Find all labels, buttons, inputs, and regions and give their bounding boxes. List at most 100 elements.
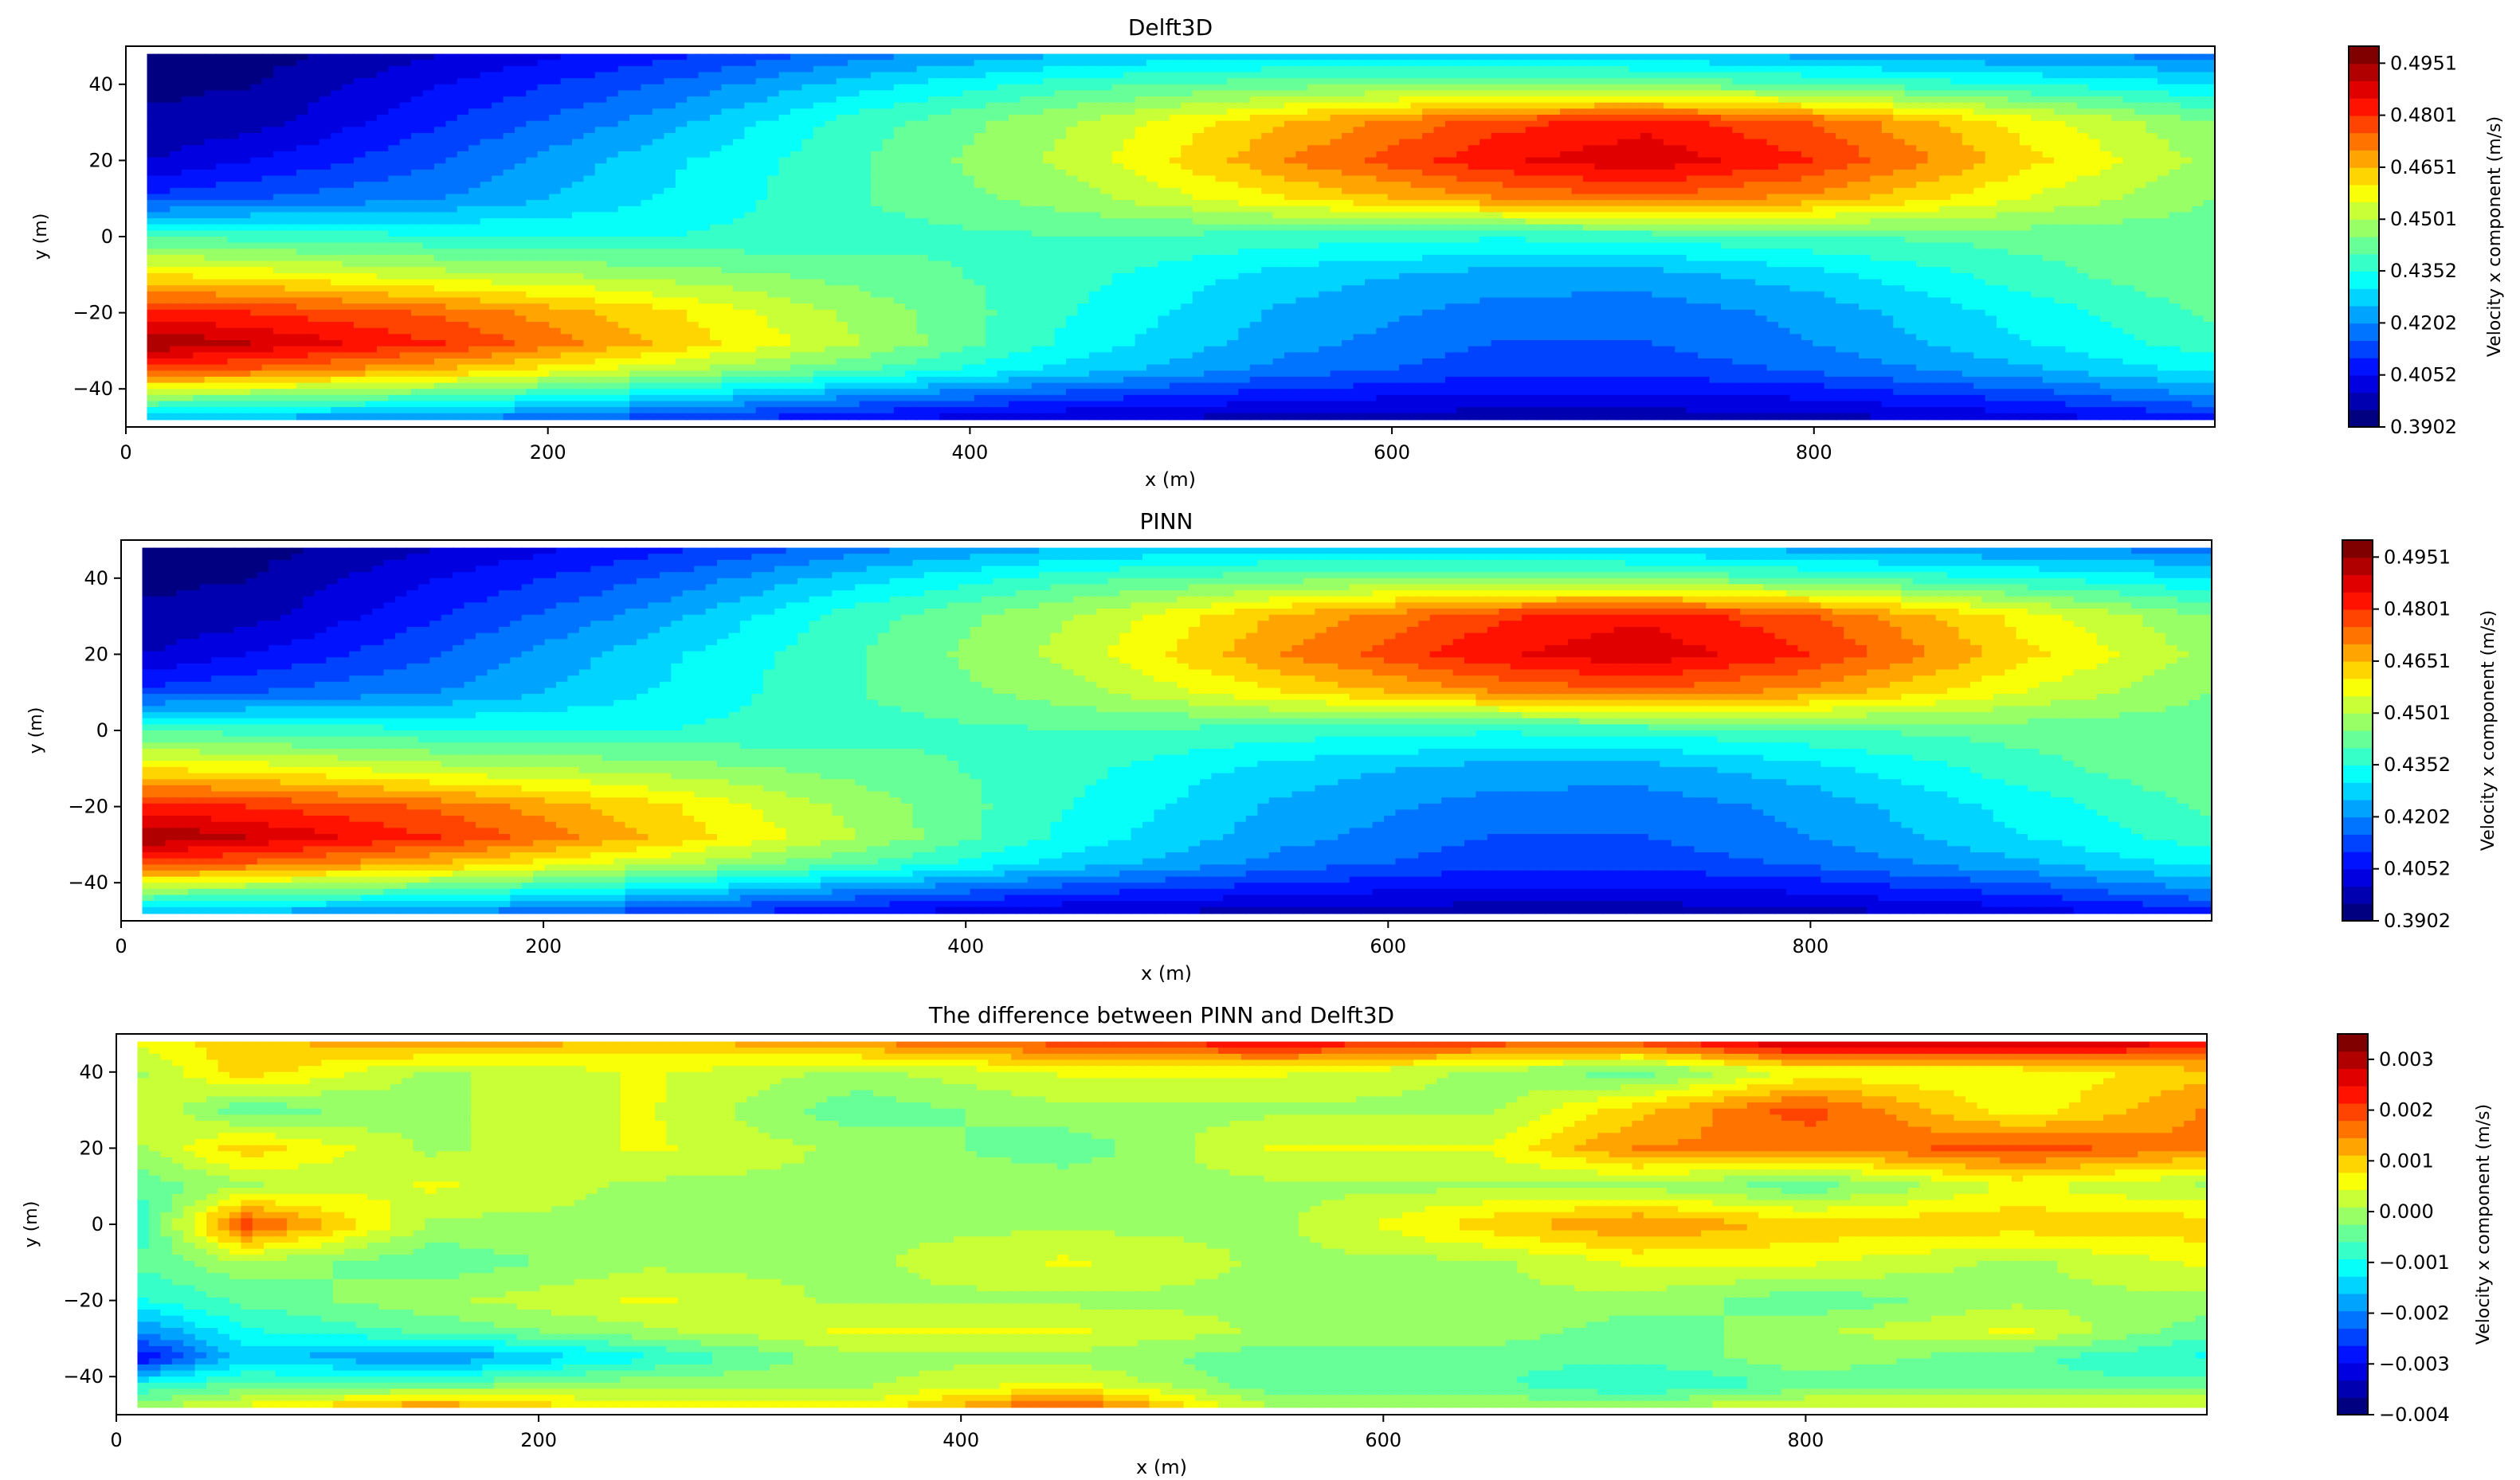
colorbar-level [2342, 886, 2373, 904]
colorbar-level [2342, 903, 2373, 922]
colorbar-level [2349, 340, 2379, 358]
colorbar: 0.4951 0.4801 0.4651 0.4501 0.4352 0.4202 0.40… [2342, 539, 2498, 932]
x-tick-label: 400 [943, 1429, 979, 1451]
colorbar-level [2342, 730, 2373, 749]
colorbar-level [2349, 237, 2379, 255]
colorbar-level [2338, 1362, 2368, 1381]
colorbar-level [2349, 409, 2379, 428]
colorbar-tick-label: 0.4501 [2390, 208, 2457, 230]
y-tick-label: 0 [101, 225, 113, 248]
colorbar-level [2342, 540, 2373, 558]
y-axis-label: y (m) [31, 213, 51, 260]
colorbar-level [2342, 609, 2373, 628]
colorbar-level [2338, 1172, 2368, 1191]
colorbar-level [2338, 1102, 2368, 1122]
x-tick-label: 200 [520, 1429, 557, 1451]
x-tick-label: 400 [951, 441, 988, 464]
colorbar-level [2342, 626, 2373, 644]
colorbar-tick-label: 0.4352 [2390, 260, 2457, 282]
colorbar-tick-label: 0.4801 [2384, 598, 2451, 621]
heatmap-field [126, 46, 2215, 427]
colorbar-level [2342, 799, 2373, 818]
colorbar-level [2349, 150, 2379, 168]
chart-title: Delft3D [1128, 14, 1213, 41]
y-tick-label: −20 [63, 1290, 104, 1312]
colorbar-level [2349, 288, 2379, 307]
colorbar-level [2349, 253, 2379, 272]
colorbar-level [2349, 184, 2379, 203]
colorbar-tick-label: 0.4052 [2384, 858, 2451, 880]
x-tick-label: 600 [1365, 1429, 1401, 1451]
colorbar-tick-label: 0.4951 [2384, 546, 2451, 568]
y-tick-label: −20 [68, 796, 108, 818]
colorbar-tick-label: 0.4501 [2384, 702, 2451, 724]
y-tick-label: 20 [79, 1137, 104, 1159]
colorbar-tick-label: 0.002 [2379, 1099, 2434, 1122]
colorbar-level [2338, 1397, 2368, 1415]
x-tick-label: 0 [110, 1429, 122, 1451]
y-tick-label: −40 [68, 871, 108, 894]
colorbar-tick-label: −0.002 [2379, 1302, 2450, 1325]
colorbar: 0.003 0.002 0.001 0.000 −0.001 −0.002 −0.003 −0… [2337, 1033, 2494, 1426]
colorbar-tick-label: 0.3902 [2390, 416, 2457, 438]
colorbar-level [2349, 219, 2379, 237]
x-tick-label: 0 [115, 935, 127, 957]
colorbar-level [2349, 46, 2379, 65]
colorbar-level [2342, 644, 2373, 662]
colorbar-tick-label: 0.4651 [2384, 650, 2451, 672]
colorbar-tick-label: 0.000 [2379, 1200, 2434, 1223]
colorbar-level [2342, 592, 2373, 610]
y-tick-label: −40 [63, 1365, 104, 1388]
colorbar-tick-label: 0.4202 [2390, 311, 2457, 334]
colorbar-level [2342, 747, 2373, 765]
colorbar-level [2349, 98, 2379, 116]
colorbar-level [2342, 765, 2373, 783]
colorbar-level [2342, 557, 2373, 575]
colorbar-tick-label: 0.4651 [2390, 156, 2457, 178]
y-tick-label: 0 [92, 1213, 104, 1235]
heatmap-field [121, 540, 2212, 921]
colorbar-level [2349, 374, 2379, 393]
colorbar-tick-label: 0.4951 [2390, 52, 2457, 74]
colorbar-level [2342, 782, 2373, 801]
chart-title: PINN [1139, 508, 1193, 534]
x-tick-label: 600 [1374, 441, 1410, 464]
y-tick-label: 0 [96, 719, 108, 742]
y-tick-label: 40 [84, 567, 108, 589]
x-tick-label: 0 [120, 441, 131, 464]
colorbar-level [2342, 816, 2373, 835]
y-tick-label: 40 [79, 1061, 104, 1083]
colorbar-level [2349, 115, 2379, 134]
y-tick-label: 20 [88, 149, 113, 171]
colorbar-tick-label: 0.3902 [2384, 910, 2451, 932]
colorbar-tick-label: −0.003 [2379, 1353, 2450, 1375]
colorbar-level [2349, 132, 2379, 151]
colorbar-level [2338, 1276, 2368, 1294]
x-tick-label: 200 [530, 441, 566, 464]
colorbar-level [2338, 1328, 2368, 1346]
colorbar: 0.4951 0.4801 0.4651 0.4501 0.4352 0.4202 0.40… [2348, 45, 2505, 438]
x-tick-label: 800 [1787, 1429, 1824, 1451]
y-tick-label: −40 [73, 378, 113, 400]
colorbar-level [2342, 661, 2373, 679]
colorbar-level [2342, 713, 2373, 731]
colorbar-level [2342, 834, 2373, 852]
colorbar-level [2342, 574, 2373, 593]
x-axis-label: x (m) [1136, 1456, 1187, 1478]
colorbar-level [2342, 852, 2373, 870]
y-tick-label: −20 [73, 302, 113, 324]
colorbar-level [2338, 1293, 2368, 1312]
colorbar-level [2349, 271, 2379, 289]
chart-title: The difference between PINN and Delft3D [928, 1002, 1394, 1028]
colorbar-level [2342, 868, 2373, 887]
colorbar-level [2349, 358, 2379, 376]
colorbar-level [2338, 1345, 2368, 1364]
colorbar-level [2338, 1241, 2368, 1259]
x-tick-label: 800 [1792, 935, 1828, 957]
colorbar-tick-label: 0.4202 [2384, 805, 2451, 828]
colorbar-level [2349, 202, 2379, 220]
colorbar-tick-label: 0.003 [2379, 1048, 2434, 1071]
